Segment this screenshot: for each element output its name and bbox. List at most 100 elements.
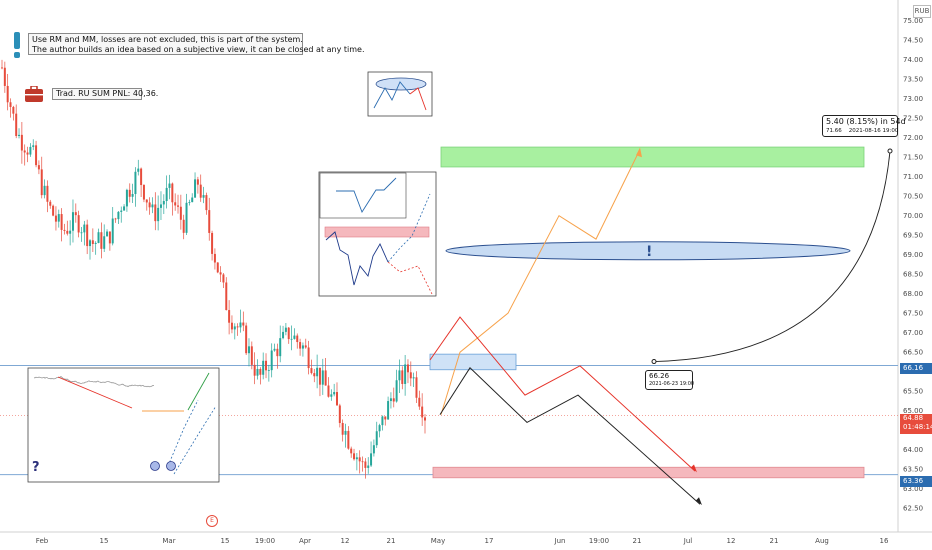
candle-body (74, 212, 77, 216)
y-tick-label: 73.00 (903, 95, 923, 103)
candle-body (182, 219, 185, 233)
candle-body (134, 171, 137, 195)
candle-body (321, 370, 324, 385)
candle-body (421, 406, 424, 418)
lower-level-tag: 63.36 (900, 476, 932, 487)
inset-gray-series (34, 376, 155, 388)
candle-body (131, 194, 134, 197)
candle-body (225, 282, 228, 311)
candle-body (273, 348, 276, 351)
candle-body (347, 430, 350, 449)
candle-body (211, 232, 214, 254)
y-tick-label: 70.50 (903, 193, 923, 201)
x-tick-label: Aug (815, 537, 829, 545)
orange-arrow-head (636, 147, 642, 158)
candle-body (219, 272, 222, 275)
candle-body (80, 232, 83, 234)
candle-body (384, 416, 387, 420)
y-tick-label: 75.00 (903, 17, 923, 25)
currency-label[interactable]: RUB (913, 5, 931, 18)
candle-body (94, 242, 97, 244)
y-tick-label: 73.50 (903, 76, 923, 84)
candle-body (63, 229, 66, 231)
candle-body (236, 326, 239, 328)
inset-ellipse (375, 77, 427, 91)
candle-body (40, 169, 43, 196)
start-point-label[interactable]: 66.26 2021-06-23 19:00 (645, 370, 695, 390)
candle-body (381, 416, 384, 426)
candle-body (157, 207, 160, 222)
candle-body (372, 445, 375, 454)
candle-body (276, 348, 279, 357)
projection-sub: 71.66 2021-08-16 19:00 (826, 127, 898, 135)
projection-label[interactable]: 5.40 (8.15%) in 54d 71.66 2021-08-16 19:… (822, 115, 906, 137)
x-tick-label: 17 (485, 537, 494, 545)
candle-body (202, 195, 205, 198)
candle-body (367, 465, 370, 468)
candle-body (242, 322, 245, 326)
candle-body (142, 185, 145, 200)
candle-body (361, 461, 364, 463)
candle-body (415, 377, 418, 398)
pnl-note[interactable]: Trad. RU SUM PNL: 40,36. (52, 88, 158, 100)
candle-body (52, 205, 55, 216)
candle-body (222, 274, 225, 283)
candle-body (177, 205, 180, 207)
exclamation-mark: ! (646, 244, 652, 260)
candle-body (140, 168, 143, 186)
candle-body (310, 368, 313, 374)
y-tick-label: 70.00 (903, 212, 923, 220)
y-tick-label: 65.50 (903, 388, 923, 396)
candle-body (418, 397, 421, 407)
inset-schematic-1 (367, 71, 433, 117)
x-tick-label: 12 (727, 537, 736, 545)
current-price: 64.88 (903, 414, 924, 422)
x-tick-label: Feb (36, 537, 49, 545)
earnings-badge[interactable]: E (206, 515, 218, 527)
candle-body (392, 398, 395, 402)
y-tick-label: 74.50 (903, 37, 923, 45)
exclamation-icon (14, 32, 20, 58)
y-tick-label: 63.50 (903, 466, 923, 474)
x-tick-label: 16 (880, 537, 889, 545)
candle-body (355, 457, 358, 460)
candle-body (148, 202, 151, 208)
candle-body (313, 373, 316, 377)
orange-scenario-path (440, 149, 641, 415)
y-tick-label: 68.00 (903, 290, 923, 298)
bar-countdown: 01:48:14 (903, 423, 932, 431)
candle-body (174, 202, 177, 206)
candle-body (265, 360, 268, 371)
candle-body (344, 430, 347, 435)
candle-body (128, 189, 131, 197)
x-tick-label: May (431, 537, 445, 545)
candle-body (20, 134, 23, 151)
candle-body (287, 327, 290, 340)
x-tick-label: 19:00 (255, 537, 275, 545)
candle-body (179, 206, 182, 220)
candle-body (228, 310, 231, 323)
inset-blue-line (373, 81, 411, 109)
candle-body (324, 370, 327, 386)
candle-body (409, 372, 412, 379)
candle-body (267, 370, 270, 371)
inset-price-line (325, 231, 389, 286)
inset-schematic-3: ? (27, 367, 220, 483)
candle-body (89, 240, 92, 247)
candle-body (350, 448, 353, 454)
candle-body (117, 211, 120, 220)
black-arrow-head (696, 497, 702, 506)
candle-body (145, 199, 148, 203)
disclaimer-note[interactable]: Use RM and MM, losses are not excluded, … (28, 33, 365, 55)
candle-body (406, 364, 409, 373)
candle-body (307, 347, 310, 369)
candle-body (69, 230, 72, 234)
candle-body (338, 405, 341, 423)
candle-body (54, 215, 57, 222)
candle-body (188, 202, 191, 203)
candle-body (1, 67, 3, 69)
zone-stop-zone (432, 466, 865, 479)
start-date: 2021-06-23 19:00 (649, 381, 695, 387)
candle-body (35, 145, 38, 166)
